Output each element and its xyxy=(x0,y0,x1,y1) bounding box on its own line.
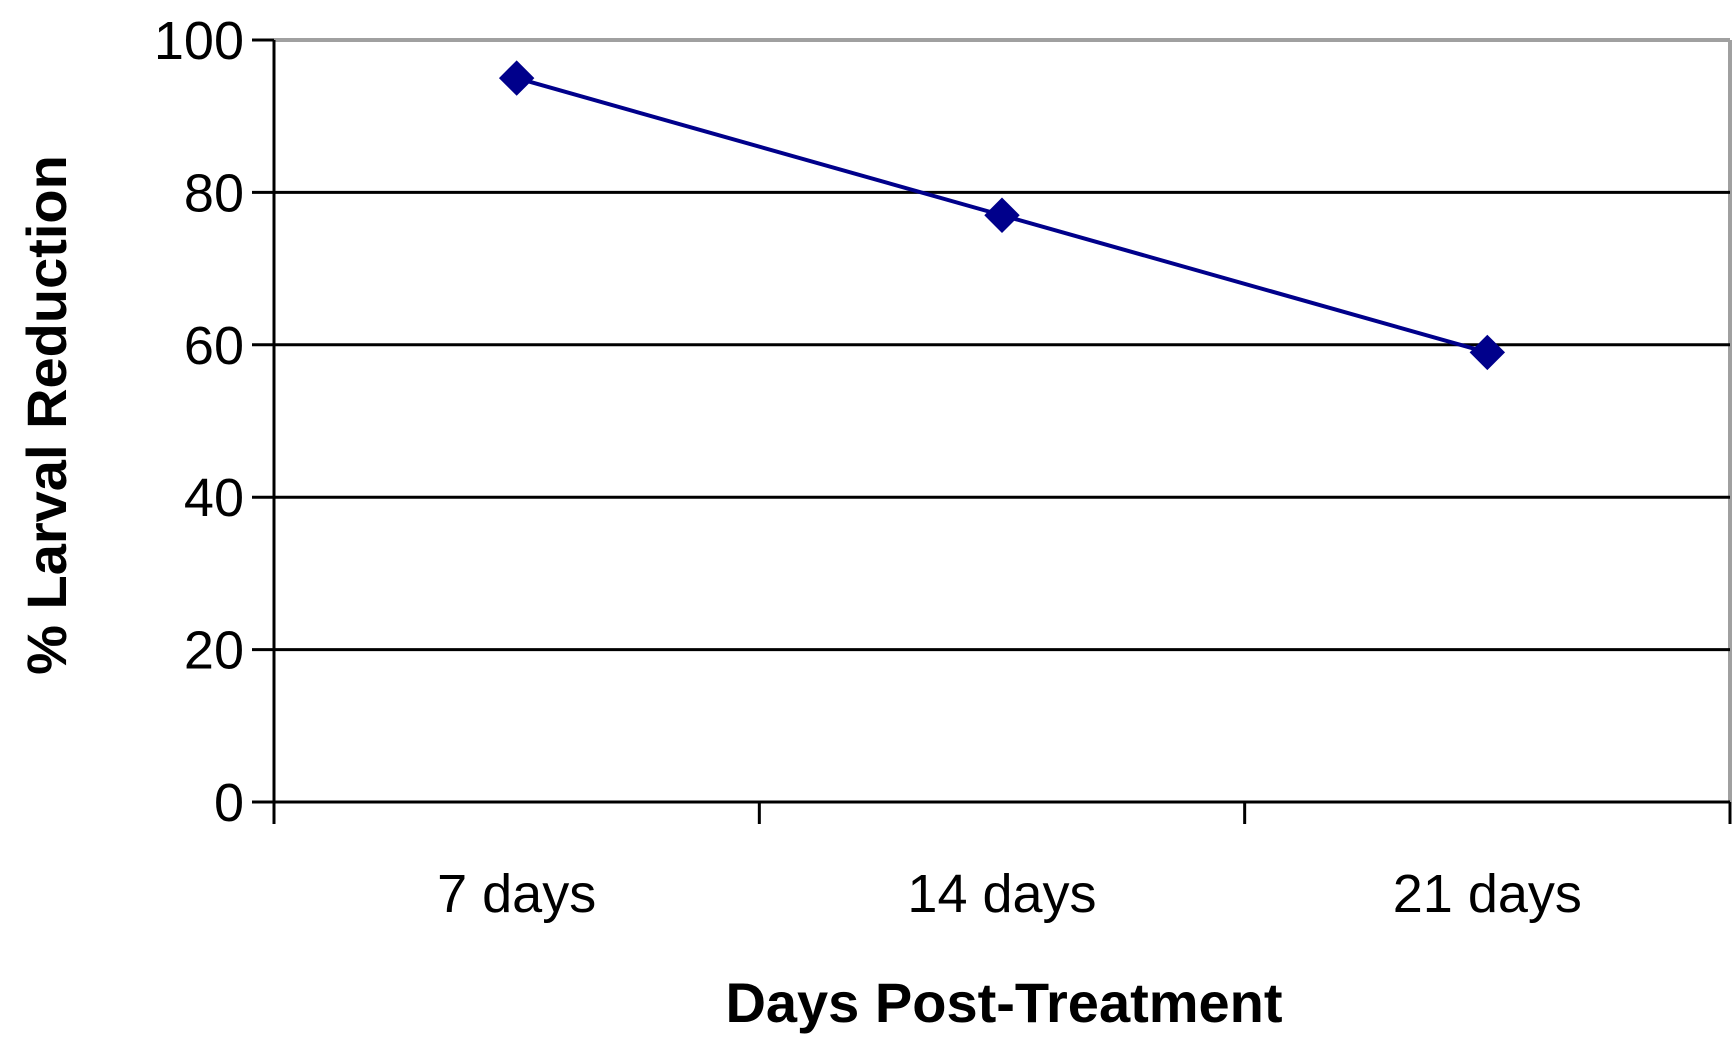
gridlines xyxy=(274,192,1730,649)
y-tick-label-80: 80 xyxy=(184,163,244,223)
x-tick-labels: 7 days 14 days 21 days xyxy=(437,864,1582,924)
series-group xyxy=(500,61,1505,369)
y-axis-title: % Larval Reduction xyxy=(15,155,78,675)
y-tick-label-0: 0 xyxy=(214,773,244,833)
x-tick-label-1: 14 days xyxy=(907,864,1096,924)
y-tick-label-40: 40 xyxy=(184,468,244,528)
data-point-14-days xyxy=(985,198,1019,232)
y-tick-label-20: 20 xyxy=(184,621,244,681)
y-axis xyxy=(252,40,274,802)
y-tick-label-100: 100 xyxy=(154,11,244,71)
plot-frame xyxy=(274,40,1730,802)
x-tick-label-2: 21 days xyxy=(1393,864,1582,924)
x-axis-title: Days Post-Treatment xyxy=(725,971,1282,1034)
data-point-7-days xyxy=(500,61,534,95)
y-tick-label-60: 60 xyxy=(184,316,244,376)
x-axis xyxy=(274,802,1730,824)
x-tick-label-0: 7 days xyxy=(437,864,596,924)
y-tick-labels: 0 20 40 60 80 100 xyxy=(154,11,244,833)
data-point-21-days xyxy=(1470,335,1504,369)
